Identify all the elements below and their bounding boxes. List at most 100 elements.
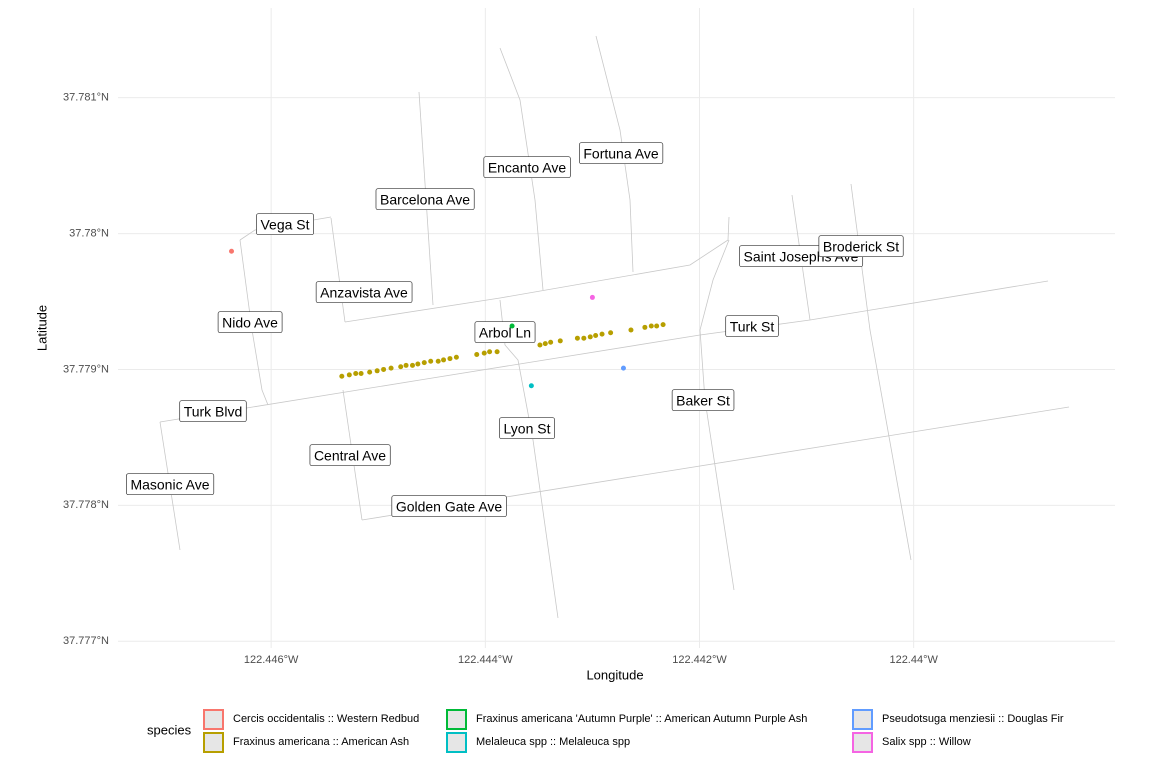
- tree-point: [608, 330, 614, 336]
- tree-point: [421, 360, 427, 366]
- tree-point: [548, 339, 554, 345]
- streets: [159, 35, 1070, 619]
- legend-label: Cercis occidentalis :: Western Redbud: [233, 713, 419, 725]
- legend-key: [203, 732, 224, 753]
- label-box: [579, 142, 664, 165]
- street-label: Turk Blvd: [184, 404, 243, 420]
- street-label: Golden Gate Ave: [396, 499, 503, 515]
- legend-key: [446, 709, 467, 730]
- legend-key: [446, 732, 467, 753]
- street-label: Encanto Ave: [488, 160, 567, 176]
- legend-key: [852, 709, 873, 730]
- label-box: [474, 321, 536, 344]
- tree-point: [481, 350, 487, 356]
- street: [499, 47, 544, 291]
- street-label: Broderick St: [823, 239, 899, 255]
- tree-point: [620, 365, 626, 371]
- street-label: Vega St: [260, 217, 309, 233]
- street-label: Nido Ave: [222, 315, 278, 331]
- tree-point: [415, 361, 421, 367]
- street-label: Barcelona Ave: [380, 192, 470, 208]
- tree-point: [453, 354, 459, 360]
- tree-point: [509, 323, 515, 329]
- street-label: Baker St: [676, 393, 730, 409]
- tree-point: [398, 364, 404, 370]
- legend-label: Pseudotsuga menziesii :: Douglas Fir: [882, 713, 1064, 725]
- street: [595, 35, 634, 273]
- tree-point: [628, 327, 634, 333]
- legend: Cercis occidentalis :: Western RedbudFra…: [203, 709, 1064, 753]
- tree-point: [494, 349, 500, 355]
- street: [344, 216, 730, 323]
- tree-point: [381, 366, 387, 372]
- tree-point: [642, 324, 648, 330]
- tree-point: [229, 248, 235, 254]
- street-label: Turk St: [730, 319, 775, 335]
- tree-point: [528, 383, 534, 389]
- legend-title: species: [147, 722, 192, 737]
- tree-point: [435, 358, 441, 364]
- label-box: [217, 311, 283, 334]
- x-tick-label: 122.446°W: [244, 654, 299, 666]
- tree-point: [374, 368, 380, 374]
- street-label: Anzavista Ave: [320, 285, 408, 301]
- tree-point: [346, 372, 352, 378]
- tree-point: [447, 356, 453, 362]
- street: [499, 299, 559, 619]
- tree-point: [367, 369, 373, 375]
- tree-point: [587, 334, 593, 340]
- tree-point: [487, 349, 493, 355]
- label-box: [126, 473, 215, 496]
- x-tick-label: 122.442°W: [672, 654, 727, 666]
- label-box: [499, 417, 555, 440]
- label-box: [483, 156, 571, 179]
- label-box: [391, 495, 507, 518]
- legend-key: [852, 732, 873, 753]
- points: [229, 248, 666, 389]
- y-tick-label: 37.781°N: [63, 92, 109, 104]
- tree-point: [537, 342, 543, 348]
- tree-point: [403, 362, 409, 368]
- label-box: [818, 235, 904, 258]
- tree-point: [574, 335, 580, 341]
- label-box: [256, 213, 314, 236]
- label-box: [179, 400, 247, 423]
- tree-point: [589, 294, 595, 300]
- legend-label: Salix spp :: Willow: [882, 736, 971, 748]
- tree-point: [388, 365, 394, 371]
- tree-point: [648, 323, 654, 329]
- tree-point: [599, 331, 605, 337]
- street-labels: Fortuna Ave Encanto Ave Barcelona Ave Ve…: [126, 142, 904, 518]
- label-box: [309, 444, 391, 467]
- y-tick-label: 37.78°N: [69, 227, 109, 239]
- street: [239, 239, 269, 406]
- tree-point: [593, 332, 599, 338]
- x-tick-label: 122.444°W: [458, 654, 513, 666]
- label-box: [375, 188, 475, 211]
- x-tick-label: 122.44°W: [889, 654, 938, 666]
- y-tick-label: 37.779°N: [63, 363, 109, 375]
- y-tick-label: 37.777°N: [63, 635, 109, 647]
- street: [699, 239, 735, 591]
- legend-label: Fraxinus americana :: American Ash: [233, 736, 409, 748]
- tree-point: [441, 357, 447, 363]
- tree-point: [358, 371, 364, 377]
- y-tick-label: 37.778°N: [63, 499, 109, 511]
- tree-point: [581, 335, 587, 341]
- tree-point: [428, 358, 434, 364]
- legend-key: [203, 709, 224, 730]
- tree-point: [474, 351, 480, 357]
- x-axis-label: Longitude: [586, 667, 643, 682]
- street-label: Arbol Ln: [479, 325, 531, 341]
- tree-point: [353, 371, 359, 377]
- tree-point: [654, 323, 660, 329]
- y-axis-label: Latitude: [34, 305, 49, 351]
- tree-point: [542, 341, 548, 347]
- label-box: [671, 389, 735, 412]
- street-label: Fortuna Ave: [583, 146, 658, 162]
- grid: [118, 8, 1115, 648]
- street-label: Central Ave: [314, 448, 386, 464]
- label-box: [725, 315, 779, 338]
- tree-point: [409, 362, 415, 368]
